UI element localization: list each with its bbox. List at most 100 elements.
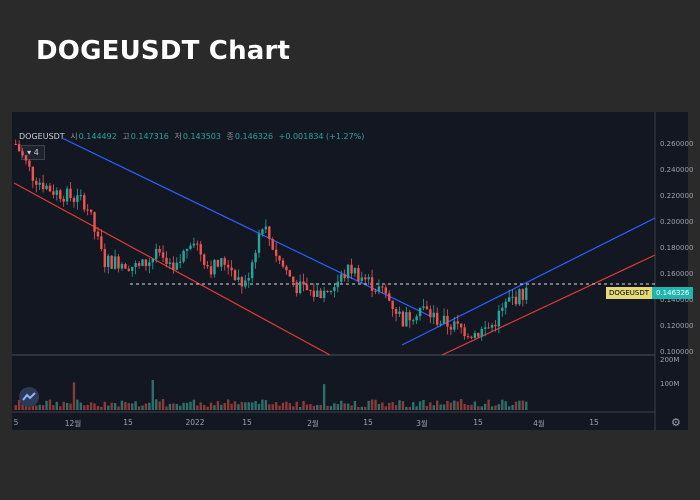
volume-bar	[254, 401, 257, 410]
candle-body	[391, 300, 394, 310]
candle-body	[168, 262, 172, 264]
volume-bar	[161, 399, 165, 410]
candle-body	[96, 231, 100, 237]
candle-body	[463, 327, 466, 337]
volume-bar	[182, 402, 185, 410]
price-tick: 0.200000	[660, 218, 694, 226]
candle-body	[161, 252, 165, 258]
tradingview-logo-icon[interactable]	[19, 387, 39, 407]
volume-bar	[233, 401, 237, 410]
volume-bar	[295, 401, 298, 410]
volume-bar	[65, 403, 69, 410]
volume-bar	[59, 406, 62, 410]
volume-bar	[480, 406, 483, 410]
volume-bar	[271, 404, 274, 410]
candle-body	[250, 262, 254, 279]
candle-body	[429, 309, 432, 318]
candle-body	[93, 212, 96, 232]
low-value: 0.143503	[182, 132, 221, 141]
candle-body	[305, 284, 309, 291]
candle-body	[38, 182, 41, 185]
candle-body	[418, 307, 422, 317]
candle-body	[59, 190, 62, 199]
candle-body	[79, 195, 83, 197]
candle-body	[302, 281, 305, 285]
candle-body	[83, 195, 86, 210]
candle-body	[350, 264, 353, 274]
candle-body	[360, 277, 364, 281]
candle-body	[336, 281, 340, 288]
candle-body	[113, 256, 117, 269]
candle-body	[487, 327, 490, 329]
volume-bar	[250, 402, 254, 410]
volume-bar	[38, 404, 41, 410]
candle-body	[326, 290, 329, 292]
volume-bar	[72, 382, 76, 410]
ascending-channel-bottom	[441, 254, 656, 356]
open-label: 시	[70, 132, 78, 141]
volume-bar	[178, 405, 182, 410]
volume-bar	[86, 404, 89, 410]
candle-body	[254, 252, 257, 263]
volume-bar	[144, 403, 148, 410]
volume-bar	[353, 400, 357, 410]
candle-body	[412, 320, 415, 322]
volume-bar	[370, 399, 374, 410]
volume-bar	[172, 403, 175, 410]
volume-bar	[206, 406, 209, 410]
candle-body	[202, 254, 206, 265]
change-value: +0.001834 (+1.27%)	[278, 132, 365, 141]
volume-bar	[309, 404, 312, 410]
volume-bar	[412, 402, 415, 410]
candle-body	[268, 226, 271, 240]
volume-bar	[69, 403, 72, 410]
volume-bar	[418, 401, 422, 410]
volume-bar	[35, 405, 38, 410]
volume-bar	[76, 399, 79, 410]
indicator-count: 4	[33, 148, 39, 157]
volume-bar	[103, 401, 107, 410]
low-label: 저	[174, 132, 182, 141]
volume-bar	[439, 404, 442, 410]
candle-body	[237, 277, 240, 280]
volume-bar	[391, 402, 394, 410]
time-tick: 15	[363, 418, 373, 427]
chart-frame[interactable]	[12, 112, 688, 430]
candle-body	[62, 198, 65, 202]
volume-bar	[398, 400, 401, 410]
candle-body	[244, 280, 247, 287]
volume-bar	[377, 403, 381, 410]
page-title: DOGEUSDT Chart	[36, 36, 291, 66]
volume-bar	[237, 404, 240, 410]
volume-bar	[257, 403, 261, 410]
candle-body	[24, 155, 28, 161]
candle-body	[226, 264, 230, 268]
candle-body	[357, 268, 360, 281]
volume-bar	[185, 402, 189, 410]
candle-body	[322, 290, 326, 299]
settings-gear-icon[interactable]: ⚙	[671, 416, 681, 429]
candle-body	[285, 266, 288, 271]
candle-body	[261, 229, 264, 234]
volume-bar	[117, 406, 120, 410]
volume-bar	[24, 405, 28, 410]
volume-bar	[281, 402, 285, 410]
candle-body	[477, 333, 480, 337]
volume-bar	[473, 401, 477, 410]
candle-body	[340, 274, 343, 282]
volume-bar	[165, 406, 168, 410]
volume-bar	[470, 404, 473, 410]
volume-bar	[504, 401, 507, 410]
volume-bar	[490, 406, 494, 410]
volume-bar	[501, 399, 504, 410]
candle-body	[117, 256, 120, 269]
candle-body	[401, 311, 405, 327]
volume-bar	[261, 399, 264, 410]
volume-bar	[189, 401, 192, 410]
volume-bar	[14, 405, 17, 410]
volume-bar	[244, 402, 247, 410]
volume-bar	[340, 400, 343, 410]
candle-body	[319, 290, 322, 299]
last-price-tag: DOGEUSDT 0.146326	[606, 287, 694, 299]
